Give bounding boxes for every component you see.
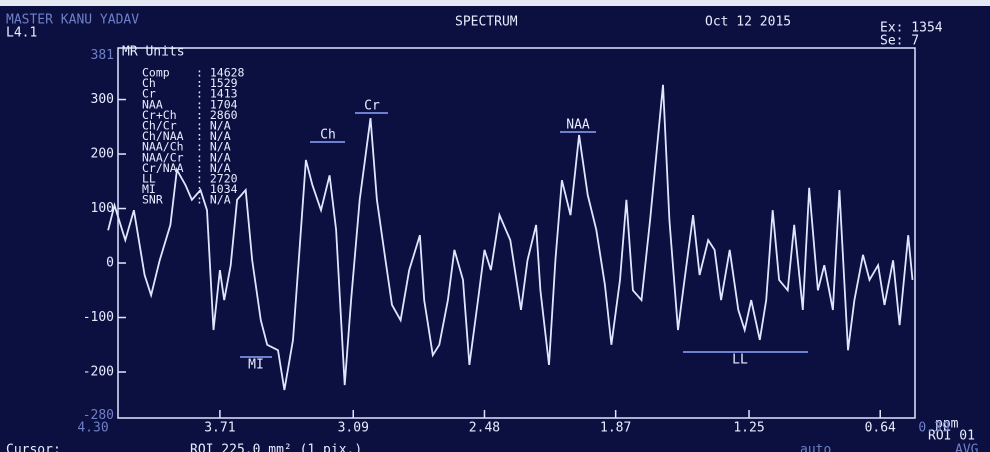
annotation: LL [732, 353, 748, 368]
auto-label: auto [800, 443, 831, 452]
metabolite-value: : N/A [196, 150, 231, 164]
y-tick-label: -100 [83, 310, 114, 325]
x-tick-label: 0.39 [918, 421, 949, 436]
spectrum-line [107, 84, 914, 391]
exam: Ex: 1354 [880, 21, 943, 36]
mode-label: SPECTRUM [455, 15, 518, 30]
metabolite-name: Cr [142, 87, 156, 101]
metabolite-name: Cr+Ch [142, 108, 177, 122]
se: Se: 7 [880, 34, 919, 49]
metabolite-name: Comp [142, 66, 170, 80]
metabolite-value: : 1529 [196, 76, 238, 90]
x-tick-label: 3.09 [338, 421, 369, 436]
metabolite-name: NAA/Ch [142, 140, 184, 154]
y-tick-label: 300 [91, 92, 114, 107]
y-tick-label: -200 [83, 365, 114, 380]
metabolite-name: NAA/Cr [142, 150, 184, 164]
annotation: Ch [320, 128, 336, 143]
y-tick-label: 200 [91, 147, 114, 162]
metabolite-value: : 2860 [196, 108, 238, 122]
metabolite-value: : 1704 [196, 97, 238, 111]
x-tick-label: 4.30 [77, 421, 108, 436]
cursor-label: Cursor: [6, 443, 61, 452]
roi-info: ROI 225.0 mm² (1 pix.) [190, 443, 362, 452]
date: Oct 12 2015 [705, 15, 791, 30]
top-edge [0, 0, 990, 6]
avg-label: AVG [955, 443, 979, 452]
y-tick-label: -280 [83, 408, 114, 423]
metabolite-value: : 1034 [196, 182, 238, 196]
series-label: L4.1 [6, 26, 37, 41]
x-tick-label: 1.87 [600, 421, 631, 436]
y-tick-label: 0 [106, 256, 114, 271]
annotation: NAA [566, 118, 590, 133]
x-tick-label: 1.25 [733, 421, 764, 436]
y-axis-label: MR Units [122, 45, 185, 60]
metabolite-name: Cr/NAA [142, 161, 184, 175]
metabolite-name: NAA [142, 97, 163, 111]
metabolite-name: MI [142, 182, 156, 196]
metabolite-value: : N/A [196, 119, 231, 133]
x-tick-label: 0.64 [865, 421, 896, 436]
plot-frame [117, 47, 916, 419]
annotation: MI [248, 358, 264, 373]
metabolite-name: SNR [142, 193, 163, 207]
x-axis-label: ppm [935, 417, 959, 432]
y-tick-label: 100 [91, 201, 114, 216]
metabolite-value: : 1413 [196, 87, 238, 101]
patient-name: MASTER KANU YADAV [6, 13, 139, 28]
metabolite-name: Ch/NAA [142, 129, 184, 143]
metabolite-value: : 14628 [196, 66, 245, 80]
metabolite-value: : N/A [196, 129, 231, 143]
metabolite-name: Ch/Cr [142, 119, 177, 133]
metabolite-value: : 2720 [196, 172, 238, 186]
x-tick-label: 3.71 [204, 421, 235, 436]
y-tick-label: 381 [91, 48, 114, 63]
annotation: Cr [364, 99, 380, 114]
metabolite-name: LL [142, 172, 156, 186]
metabolite-value: : N/A [196, 140, 231, 154]
metabolite-value: : N/A [196, 161, 231, 175]
roi-id: ROI 01 [928, 429, 975, 444]
metabolite-name: Ch [142, 76, 156, 90]
x-tick-label: 2.48 [469, 421, 500, 436]
